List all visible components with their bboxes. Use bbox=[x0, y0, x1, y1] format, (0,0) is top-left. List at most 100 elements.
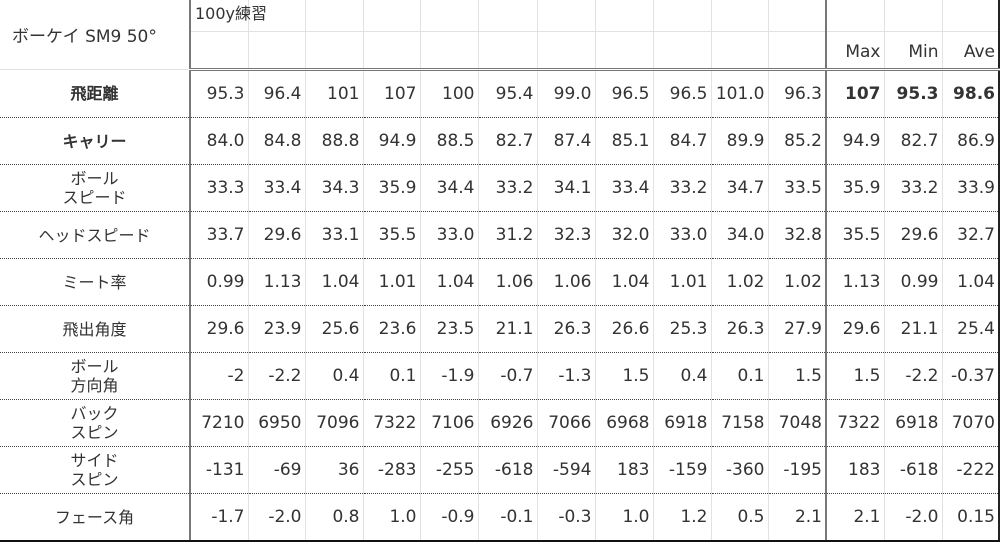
value-cell[interactable]: -131 bbox=[189, 446, 248, 494]
stat-header-ave[interactable]: Ave bbox=[941, 31, 1000, 71]
value-cell[interactable]: 1.0 bbox=[362, 493, 420, 542]
value-cell[interactable]: 7210 bbox=[189, 399, 248, 447]
value-cell[interactable]: -1.3 bbox=[536, 352, 595, 400]
empty-cell[interactable] bbox=[419, 0, 478, 32]
value-cell[interactable]: 7158 bbox=[710, 399, 768, 447]
value-cell[interactable]: 96.5 bbox=[594, 69, 653, 118]
value-cell[interactable]: 33.4 bbox=[247, 164, 305, 212]
value-cell[interactable]: 7096 bbox=[304, 399, 363, 447]
row-label[interactable]: フェース角 bbox=[0, 493, 191, 542]
empty-cell[interactable] bbox=[247, 0, 305, 32]
value-cell[interactable]: 6918 bbox=[652, 399, 711, 447]
empty-cell[interactable] bbox=[941, 0, 1000, 32]
value-cell[interactable]: 99.0 bbox=[536, 69, 595, 118]
value-cell[interactable]: 1.04 bbox=[594, 258, 653, 306]
value-cell[interactable]: 7048 bbox=[767, 399, 826, 447]
value-cell[interactable]: 32.3 bbox=[536, 211, 595, 259]
stat-header-max[interactable]: Max bbox=[825, 31, 884, 71]
row-label[interactable]: バック スピン bbox=[0, 399, 191, 447]
stat-max-cell[interactable]: 35.9 bbox=[825, 164, 884, 212]
empty-cell[interactable] bbox=[477, 0, 537, 32]
value-cell[interactable]: -1.9 bbox=[419, 352, 478, 400]
value-cell[interactable]: 0.4 bbox=[304, 352, 363, 400]
value-cell[interactable]: -0.7 bbox=[477, 352, 537, 400]
stat-ave-cell[interactable]: 98.6 bbox=[941, 69, 1000, 118]
stat-min-cell[interactable]: 0.99 bbox=[883, 258, 942, 306]
value-cell[interactable]: -159 bbox=[652, 446, 711, 494]
value-cell[interactable]: 25.3 bbox=[652, 305, 711, 353]
value-cell[interactable]: 33.7 bbox=[189, 211, 248, 259]
stat-ave-cell[interactable]: 33.9 bbox=[941, 164, 1000, 212]
stat-ave-cell[interactable]: 86.9 bbox=[941, 117, 1000, 165]
stat-max-cell[interactable]: 94.9 bbox=[825, 117, 884, 165]
stat-min-cell[interactable]: 82.7 bbox=[883, 117, 942, 165]
empty-cell[interactable] bbox=[710, 0, 768, 32]
value-cell[interactable]: 31.2 bbox=[477, 211, 537, 259]
stat-min-cell[interactable]: -2.0 bbox=[883, 493, 942, 542]
value-cell[interactable]: 29.6 bbox=[189, 305, 248, 353]
stat-min-cell[interactable]: 6918 bbox=[883, 399, 942, 447]
value-cell[interactable]: 96.5 bbox=[652, 69, 711, 118]
stat-max-cell[interactable]: 1.5 bbox=[825, 352, 884, 400]
value-cell[interactable]: 0.1 bbox=[362, 352, 420, 400]
value-cell[interactable]: 33.1 bbox=[304, 211, 363, 259]
value-cell[interactable]: 32.8 bbox=[767, 211, 826, 259]
value-cell[interactable]: 23.9 bbox=[247, 305, 305, 353]
empty-cell[interactable] bbox=[247, 31, 305, 71]
value-cell[interactable]: 1.06 bbox=[477, 258, 537, 306]
row-label[interactable]: ミート率 bbox=[0, 258, 191, 306]
value-cell[interactable]: 88.8 bbox=[304, 117, 363, 165]
value-cell[interactable]: 84.8 bbox=[247, 117, 305, 165]
value-cell[interactable]: 1.02 bbox=[767, 258, 826, 306]
stat-min-cell[interactable]: -2.2 bbox=[883, 352, 942, 400]
value-cell[interactable]: 89.9 bbox=[710, 117, 768, 165]
empty-cell[interactable] bbox=[883, 0, 942, 32]
value-cell[interactable]: -283 bbox=[362, 446, 420, 494]
stat-ave-cell[interactable]: 25.4 bbox=[941, 305, 1000, 353]
value-cell[interactable]: 1.06 bbox=[536, 258, 595, 306]
value-cell[interactable]: 34.0 bbox=[710, 211, 768, 259]
value-cell[interactable]: 26.6 bbox=[594, 305, 653, 353]
empty-cell[interactable] bbox=[536, 31, 595, 71]
empty-cell[interactable] bbox=[594, 0, 653, 32]
empty-cell[interactable] bbox=[419, 31, 478, 71]
empty-cell[interactable] bbox=[362, 0, 420, 32]
value-cell[interactable]: 101.0 bbox=[710, 69, 768, 118]
value-cell[interactable]: -594 bbox=[536, 446, 595, 494]
value-cell[interactable]: 27.9 bbox=[767, 305, 826, 353]
value-cell[interactable]: -69 bbox=[247, 446, 305, 494]
value-cell[interactable]: 36 bbox=[304, 446, 363, 494]
value-cell[interactable]: 95.4 bbox=[477, 69, 537, 118]
value-cell[interactable]: 29.6 bbox=[247, 211, 305, 259]
value-cell[interactable]: -1.7 bbox=[189, 493, 248, 542]
value-cell[interactable]: 84.0 bbox=[189, 117, 248, 165]
row-label[interactable]: 飛出角度 bbox=[0, 305, 191, 353]
row-label[interactable]: 飛距離 bbox=[0, 69, 191, 118]
value-cell[interactable]: 33.0 bbox=[419, 211, 478, 259]
empty-cell[interactable] bbox=[189, 31, 248, 71]
stat-max-cell[interactable]: 35.5 bbox=[825, 211, 884, 259]
value-cell[interactable]: 34.4 bbox=[419, 164, 478, 212]
stat-ave-cell[interactable]: -222 bbox=[941, 446, 1000, 494]
stat-max-cell[interactable]: 7322 bbox=[825, 399, 884, 447]
value-cell[interactable]: 0.1 bbox=[710, 352, 768, 400]
value-cell[interactable]: 183 bbox=[594, 446, 653, 494]
stat-min-cell[interactable]: 33.2 bbox=[883, 164, 942, 212]
value-cell[interactable]: 23.6 bbox=[362, 305, 420, 353]
value-cell[interactable]: 26.3 bbox=[536, 305, 595, 353]
stat-max-cell[interactable]: 29.6 bbox=[825, 305, 884, 353]
value-cell[interactable]: 1.04 bbox=[419, 258, 478, 306]
empty-cell[interactable] bbox=[362, 31, 420, 71]
stat-ave-cell[interactable]: 1.04 bbox=[941, 258, 1000, 306]
value-cell[interactable]: -618 bbox=[477, 446, 537, 494]
row-label[interactable]: サイド スピン bbox=[0, 446, 191, 494]
value-cell[interactable]: 95.3 bbox=[189, 69, 248, 118]
value-cell[interactable]: 1.5 bbox=[594, 352, 653, 400]
value-cell[interactable]: 87.4 bbox=[536, 117, 595, 165]
stat-min-cell[interactable]: -618 bbox=[883, 446, 942, 494]
stat-ave-cell[interactable]: -0.37 bbox=[941, 352, 1000, 400]
empty-cell[interactable] bbox=[594, 31, 653, 71]
value-cell[interactable]: 1.02 bbox=[710, 258, 768, 306]
stat-min-cell[interactable]: 21.1 bbox=[883, 305, 942, 353]
value-cell[interactable]: 21.1 bbox=[477, 305, 537, 353]
